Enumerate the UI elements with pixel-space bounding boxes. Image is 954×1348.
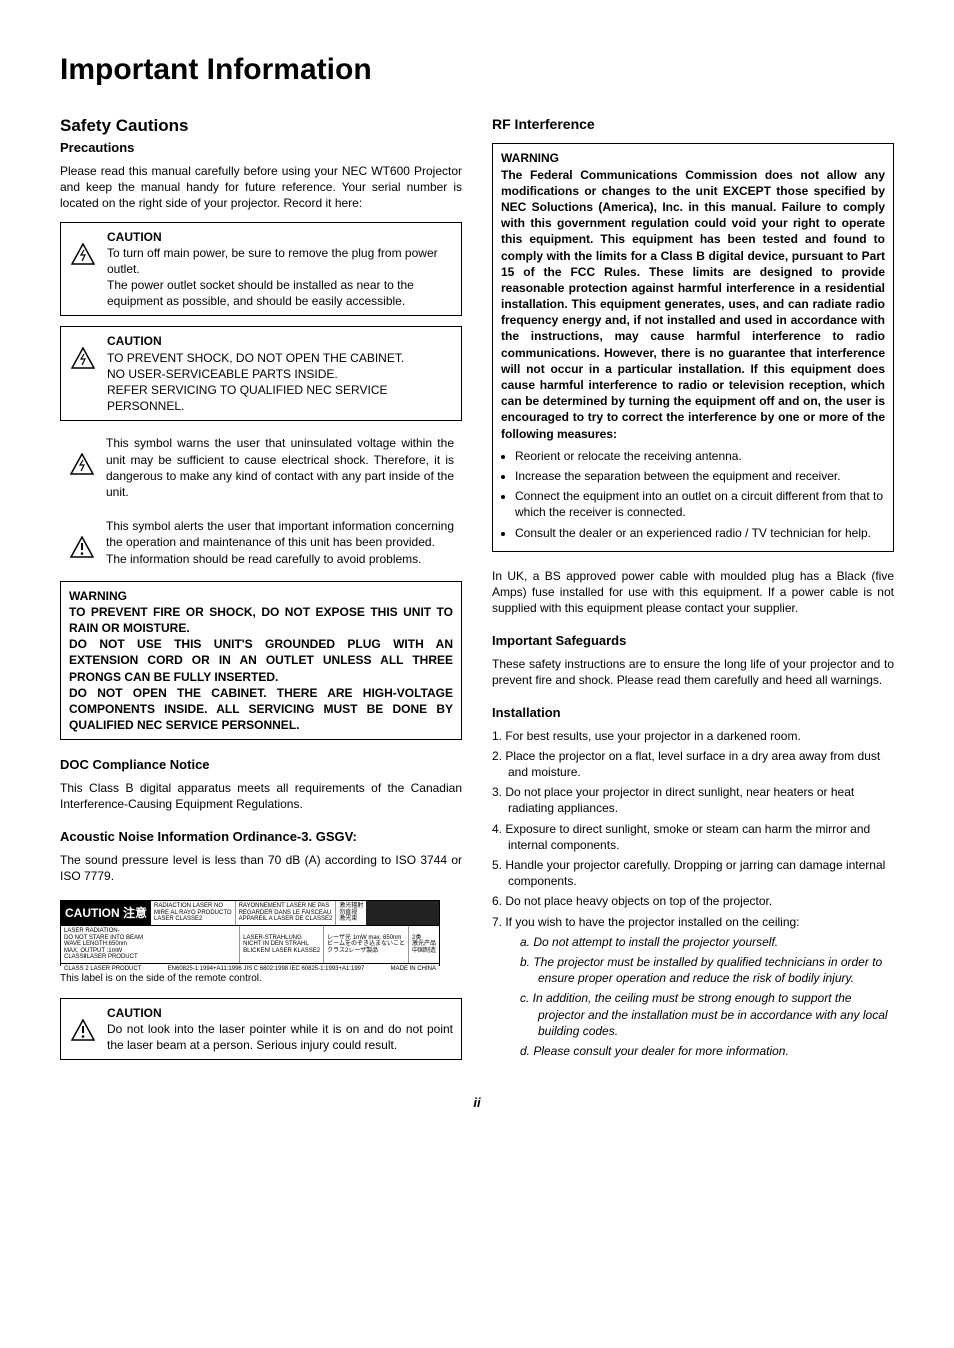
list-item: Consult the dealer or an experienced rad… [515,525,885,541]
label-cell: 激光束 [339,916,363,923]
label-note: This label is on the side of the remote … [60,972,462,986]
list-item: Reorient or relocate the receiving anten… [515,448,885,464]
caution-text: TO PREVENT SHOCK, DO NOT OPEN THE CABINE… [107,350,453,415]
caution-text: To turn off main power, be sure to remov… [107,245,453,310]
label-bottom: MADE IN CHINA [391,965,436,973]
precautions-heading: Precautions [60,139,462,157]
list-item: b. The projector must be installed by qu… [520,954,894,986]
safeguards-heading: Important Safeguards [492,632,894,650]
uk-text: In UK, a BS approved power cable with mo… [492,568,894,617]
shock-icon [69,229,97,265]
exclamation-icon [69,1005,97,1041]
list-item: c. In addition, the ceiling must be stro… [520,990,894,1039]
caution-label: CAUTION [107,333,453,349]
label-cell: ビームをのぞき込まないこと [327,941,405,948]
list-item: 7. If you wish to have the projector ins… [492,914,894,930]
list-item: Increase the separation between the equi… [515,468,885,484]
warning-label: WARNING [501,150,885,166]
list-item: Connect the equipment into an outlet on … [515,488,885,520]
label-cell: RAYONNEMENT LASER NE PAS [239,903,333,910]
list-item: d. Please consult your dealer for more i… [520,1043,894,1059]
safety-heading: Safety Cautions [60,115,462,138]
list-item: 6. Do not place heavy objects on top of … [492,893,894,909]
caution-box-power: CAUTION To turn off main power, be sure … [60,222,462,317]
acoustic-heading: Acoustic Noise Information Ordinance-3. … [60,828,462,846]
list-item: 3. Do not place your projector in direct… [492,784,894,816]
page-number: ii [60,1094,894,1112]
warning-label: WARNING [69,588,453,604]
list-item: 5. Handle your projector carefully. Drop… [492,857,894,889]
label-cell: LASER-STRAHLUNG [243,935,320,942]
acoustic-text: The sound pressure level is less than 70… [60,852,462,884]
rf-warning-text: The Federal Communications Commission do… [501,167,885,442]
label-cell: 中国制造 [412,948,436,955]
page-title: Important Information [60,50,894,91]
left-column: Safety Cautions Precautions Please read … [60,115,462,1071]
doc-heading: DOC Compliance Notice [60,756,462,774]
list-item: 4. Exposure to direct sunlight, smoke or… [492,821,894,853]
shock-icon [69,333,97,369]
caution-text: Do not look into the laser pointer while… [107,1021,453,1053]
label-cell: LASER RADIATION- [64,928,236,935]
install-heading: Installation [492,704,894,722]
precautions-text: Please read this manual carefully before… [60,163,462,212]
label-cell: 激光产品 [412,941,436,948]
list-item: 1. For best results, use your projector … [492,728,894,744]
shock-icon [68,435,96,475]
caution-box-cabinet: CAUTION TO PREVENT SHOCK, DO NOT OPEN TH… [60,326,462,421]
label-cell: 激光辐射 [339,903,363,910]
caution-label: CAUTION [107,1005,453,1021]
label-cell: APPAREIL A LASER DE CLASSE2 [239,916,333,923]
rf-heading: RF Interference [492,115,894,134]
doc-text: This Class B digital apparatus meets all… [60,780,462,812]
label-cell: BLICKEN! LASER KLASSE2 [243,948,320,955]
label-cell: WAVE LENGTH:650nm [64,941,236,948]
caution-label: CAUTION [107,229,453,245]
caution-box-laser: CAUTION Do not look into the laser point… [60,998,462,1061]
safeguards-text: These safety instructions are to ensure … [492,656,894,688]
symbol-shock-row: This symbol warns the user that uninsula… [60,431,462,504]
list-item: a. Do not attempt to install the project… [520,934,894,950]
exclamation-icon [68,518,96,558]
label-cell: MAX. OUTPUT :1mW [64,948,236,955]
label-cell: CLASSⅡLASER PRODUCT [64,954,236,961]
warning-box-fire: WARNING TO PREVENT FIRE OR SHOCK, DO NOT… [60,581,462,741]
label-cell: DO NOT STARE INTO BEAM [64,935,236,942]
laser-caution-header: CAUTION 注意 [61,901,151,925]
label-cell: RADIACTION LASER NO [154,903,232,910]
symbol-info-text: This symbol alerts the user that importa… [106,518,454,567]
label-cell: MIRE AL RAYO PRODUCTO [154,910,232,917]
symbol-info-row: This symbol alerts the user that importa… [60,514,462,571]
warning-text: TO PREVENT FIRE OR SHOCK, DO NOT EXPOSE … [69,604,453,734]
laser-label-image: CAUTION 注意 RADIACTION LASER NO MIRE AL R… [60,900,440,966]
label-cell: NICHT IN DEN STRAHL [243,941,320,948]
label-cell: LASER CLASSE2 [154,916,232,923]
label-cell: REGARDER DANS LE FAISCEAU [239,910,333,917]
rf-warning-box: WARNING The Federal Communications Commi… [492,143,894,551]
symbol-shock-text: This symbol warns the user that uninsula… [106,435,454,500]
label-cell: クラス2レーザ製品 [327,948,405,955]
list-item: 2. Place the projector on a flat, level … [492,748,894,780]
right-column: RF Interference WARNING The Federal Comm… [492,115,894,1071]
